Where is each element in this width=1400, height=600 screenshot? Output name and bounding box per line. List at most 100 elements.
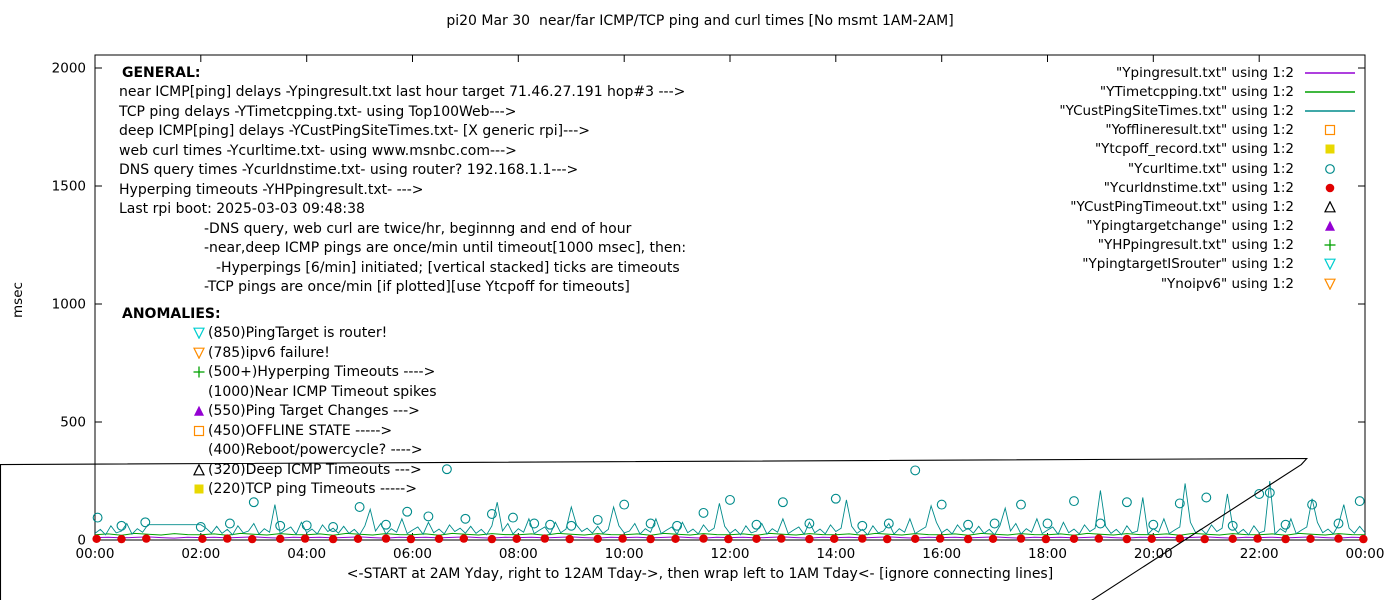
line-icon: [1304, 86, 1356, 98]
legend-label: "Ycurltime.txt" using 1:2: [1127, 160, 1294, 177]
tri-up-filled-icon: [192, 405, 208, 417]
anomaly-text: (500+)Hyperping Timeouts ---->: [208, 364, 436, 381]
tri-up-filled-icon: [1304, 220, 1356, 232]
general-line: -TCP pings are once/min [if plotted][use…: [204, 279, 630, 295]
tri-down-open-icon: [192, 347, 208, 359]
general-lines: near ICMP[ping] delays -Ypingresult.txt …: [119, 83, 686, 298]
general-header: GENERAL:: [122, 65, 201, 81]
x-tick-label: 04:00: [287, 546, 326, 562]
legend-label: "YpingtargetISrouter" using 1:2: [1082, 256, 1294, 273]
legend: "Ypingresult.txt" using 1:2 "YTimetcpping…: [1059, 63, 1356, 293]
legend-item: "Ypingresult.txt" using 1:2: [1059, 63, 1356, 82]
x-tick-label: 02:00: [181, 546, 220, 562]
x-tick-label: 20:00: [1134, 546, 1173, 562]
y-tick-label: 1500: [52, 179, 86, 195]
x-tick-label: 08:00: [499, 546, 538, 562]
circle-filled-icon: [1304, 182, 1356, 194]
line-icon: [1304, 67, 1356, 79]
legend-label: "YCustPingSiteTimes.txt" using 1:2: [1059, 102, 1294, 119]
legend-label: "YHPpingresult.txt" using 1:2: [1097, 237, 1294, 254]
legend-item: "YHPpingresult.txt" using 1:2: [1059, 236, 1356, 255]
y-axis-label: msec: [10, 282, 26, 318]
y-tick-label: 500: [60, 415, 86, 431]
x-tick-label: 00:00: [76, 546, 115, 562]
general-line: deep ICMP[ping] delays -YCustPingSiteTim…: [119, 123, 590, 139]
x-axis-label: <-START at 2AM Yday, right to 12AM Tday-…: [346, 566, 1054, 582]
tri-down-open-icon: [192, 327, 208, 340]
x-tick-label: 00:00: [1346, 546, 1385, 562]
series-points-Ycurltime.txt: [92, 464, 1365, 532]
legend-label: "Ypingtargetchange" using 1:2: [1086, 218, 1294, 235]
plus-icon: [192, 366, 208, 378]
x-tick-label: 16:00: [922, 546, 961, 562]
anomaly-text: (450)OFFLINE STATE ----->: [208, 422, 393, 439]
x-tick-label: 14:00: [816, 546, 855, 562]
x-tick-label: 06:00: [393, 546, 432, 562]
general-line: TCP ping delays -YTimetcpping.txt- using…: [119, 103, 517, 120]
series-points-YCustPingTimeout.txt: [0, 457, 1309, 600]
anomaly-item: (1000)Near ICMP Timeout spikes: [119, 382, 686, 402]
x-tick-label: 18:00: [1028, 546, 1067, 562]
anomaly-item: (400)Reboot/powercycle? ---->: [119, 441, 686, 461]
legend-label: "YCustPingTimeout.txt" using 1:2: [1070, 198, 1294, 215]
legend-item: "Ynoipv6" using 1:2: [1059, 274, 1356, 293]
general-line: web curl times -Ycurltime.txt- using www…: [119, 142, 517, 159]
legend-label: "Ytcpoff_record.txt" using 1:2: [1094, 141, 1294, 158]
legend-label: "YTimetcpping.txt" using 1:2: [1099, 83, 1294, 100]
plus-icon: [1304, 239, 1356, 251]
legend-item: "YCustPingTimeout.txt" using 1:2: [1059, 197, 1356, 216]
legend-item: "Yofflineresult.txt" using 1:2: [1059, 121, 1356, 140]
anomaly-text: (320)Deep ICMP Timeouts --->: [208, 461, 422, 478]
line-icon: [1304, 105, 1356, 117]
anomaly-item: (500+)Hyperping Timeouts ---->: [119, 363, 686, 383]
anomaly-text: (1000)Near ICMP Timeout spikes: [208, 383, 437, 400]
series-points-Ycurldnstime.txt: [92, 534, 1368, 544]
tri-up-open-icon: [1304, 200, 1356, 213]
anomaly-lines: (850)PingTarget is router! (785)ipv6 fail…: [119, 324, 686, 500]
general-line: near ICMP[ping] delays -Ypingresult.txt …: [119, 84, 686, 100]
tri-down-open-icon: [1304, 258, 1356, 271]
general-line: Last rpi boot: 2025-03-03 09:48:38: [119, 201, 365, 217]
anomaly-text: (400)Reboot/powercycle? ---->: [208, 442, 423, 459]
y-tick-label: 2000: [52, 61, 86, 77]
legend-label: "Ypingresult.txt" using 1:2: [1116, 64, 1294, 81]
anomaly-item: (320)Deep ICMP Timeouts --->: [119, 460, 686, 480]
legend-item: "YpingtargetISrouter" using 1:2: [1059, 255, 1356, 274]
y-tick-label: 1000: [52, 297, 86, 313]
square-open-icon: [1304, 124, 1356, 136]
square-filled-icon: [192, 483, 208, 495]
anomaly-item: (220)TCP ping Timeouts ----->: [119, 480, 686, 500]
anomaly-text: (785)ipv6 failure!: [208, 344, 330, 361]
circle-open-icon: [1304, 163, 1356, 175]
x-tick-label: 10:00: [605, 546, 644, 562]
anomaly-text: (850)PingTarget is router!: [208, 325, 388, 342]
anomaly-item: (550)Ping Target Changes --->: [119, 402, 686, 422]
general-line: DNS query times -Ycurldnstime.txt- using…: [119, 162, 579, 178]
x-tick-label: 22:00: [1240, 546, 1279, 562]
anomalies-header: ANOMALIES:: [122, 305, 221, 322]
square-filled-icon: [1304, 143, 1356, 155]
legend-label: "Ynoipv6" using 1:2: [1160, 275, 1294, 292]
general-line: -DNS query, web curl are twice/hr, begin…: [204, 220, 632, 237]
legend-item: "Ycurldnstime.txt" using 1:2: [1059, 178, 1356, 197]
legend-item: "Ypingtargetchange" using 1:2: [1059, 217, 1356, 236]
legend-item: "YTimetcpping.txt" using 1:2: [1059, 82, 1356, 101]
general-line: -near,deep ICMP pings are once/min until…: [204, 240, 687, 256]
tri-up-open-icon: [192, 463, 208, 476]
legend-item: "Ytcpoff_record.txt" using 1:2: [1059, 140, 1356, 159]
general-line: -Hyperpings [6/min] initiated; [vertical…: [216, 259, 680, 276]
annotations-block: GENERAL: near ICMP[ping] delays -Ypingre…: [119, 63, 686, 499]
anomaly-text: (550)Ping Target Changes --->: [208, 403, 420, 420]
legend-label: "Yofflineresult.txt" using 1:2: [1105, 122, 1294, 139]
anomaly-item: (785)ipv6 failure!: [119, 343, 686, 363]
x-tick-label: 12:00: [711, 546, 750, 562]
chart-title: pi20 Mar 30 near/far ICMP/TCP ping and c…: [446, 13, 954, 29]
tri-down-open-icon: [1304, 278, 1356, 290]
legend-item: "YCustPingSiteTimes.txt" using 1:2: [1059, 101, 1356, 120]
y-tick-label: 0: [77, 533, 86, 549]
anomaly-item: (850)PingTarget is router!: [119, 324, 686, 344]
legend-item: "Ycurltime.txt" using 1:2: [1059, 159, 1356, 178]
